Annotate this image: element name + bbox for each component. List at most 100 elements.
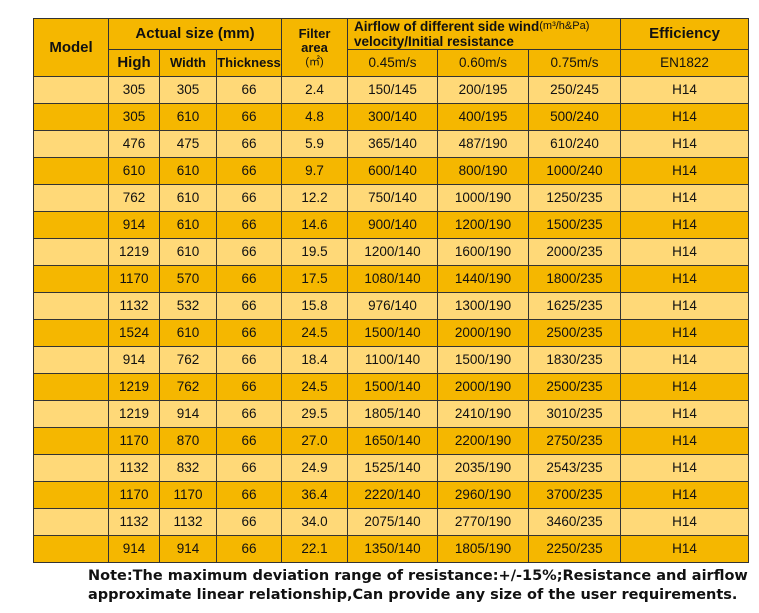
efficiency-cell: H14 [620,346,750,374]
thickness-cell: 66 [215,103,283,131]
high-cell: 762 [108,184,160,212]
model-cell [33,130,109,158]
width-header: Width [159,49,217,77]
airflow-075-cell: 3010/235 [528,400,622,428]
table-row: 914 914 66 22.1 1350/140 1805/190 2250/235 H14 [33,535,750,563]
efficiency-cell: H14 [620,130,750,158]
high-cell: 1170 [108,481,160,509]
table-row: 914 762 66 18.4 1100/140 1500/190 1830/235 H14 [33,346,750,374]
model-header: Model [33,18,109,77]
velocity-3-header: 0.75m/s [528,49,622,77]
width-cell: 610 [159,157,217,185]
high-cell: 610 [108,157,160,185]
area-cell: 29.5 [281,400,349,428]
high-cell: 1170 [108,265,160,293]
area-cell: 24.9 [281,454,349,482]
table-row: 1170 570 66 17.5 1080/140 1440/190 1800/235 H14 [33,265,750,293]
efficiency-cell: H14 [620,400,750,428]
airflow-060-cell: 2200/190 [437,427,530,455]
model-cell [33,103,109,131]
airflow-075-cell: 1250/235 [528,184,622,212]
airflow-060-cell: 1600/190 [437,238,530,266]
airflow-060-cell: 1440/190 [437,265,530,293]
model-cell [33,292,109,320]
efficiency-header: Efficiency [620,18,750,50]
airflow-075-cell: 250/245 [528,76,622,104]
airflow-045-cell: 365/140 [347,130,439,158]
width-cell: 832 [159,454,217,482]
model-cell [33,508,109,536]
airflow-045-cell: 1650/140 [347,427,439,455]
actual-size-header: Actual size (mm) [107,18,283,50]
table-row: 1170 870 66 27.0 1650/140 2200/190 2750/235 H14 [33,427,750,455]
width-cell: 610 [159,184,217,212]
airflow-header: Airflow of different side wind(m³/h&Pa) … [347,18,622,50]
airflow-060-cell: 2035/190 [437,454,530,482]
area-cell: 12.2 [281,184,349,212]
model-cell [33,319,109,347]
airflow-075-cell: 2750/235 [528,427,622,455]
airflow-060-cell: 800/190 [437,157,530,185]
area-cell: 5.9 [281,130,349,158]
table-row: 1132 1132 66 34.0 2075/140 2770/190 3460/235 H1… [33,508,750,536]
thickness-cell: 66 [215,535,283,563]
thickness-cell: 66 [215,373,283,401]
efficiency-cell: H14 [620,481,750,509]
airflow-unit: (m³/h&Pa) [539,20,590,32]
high-cell: 1170 [108,427,160,455]
airflow-060-cell: 1805/190 [437,535,530,563]
table-row: 1524 610 66 24.5 1500/140 2000/190 2500/235 H14 [33,319,750,347]
airflow-title-1: Airflow of different side wind [354,19,540,35]
area-cell: 15.8 [281,292,349,320]
airflow-045-cell: 900/140 [347,211,439,239]
airflow-060-cell: 2770/190 [437,508,530,536]
airflow-045-cell: 1100/140 [347,346,439,374]
airflow-075-cell: 3460/235 [528,508,622,536]
table-row: 1219 762 66 24.5 1500/140 2000/190 2500/235 H14 [33,373,750,401]
airflow-045-cell: 976/140 [347,292,439,320]
high-cell: 914 [108,535,160,563]
width-cell: 762 [159,346,217,374]
filter-area-label-2: area [301,39,328,55]
table-body: 305 305 66 2.4 150/145 200/195 250/245 H14 305 61… [33,76,750,563]
high-cell: 1132 [108,292,160,320]
table-row: 476 475 66 5.9 365/140 487/190 610/240 H14 [33,130,750,158]
airflow-060-cell: 2000/190 [437,373,530,401]
table-row: 762 610 66 12.2 750/140 1000/190 1250/235 H14 [33,184,750,212]
width-cell: 1170 [159,481,217,509]
note-line-1: Note:The maximum deviation range of resi… [88,568,748,584]
width-cell: 1132 [159,508,217,536]
airflow-045-cell: 2075/140 [347,508,439,536]
area-cell: 9.7 [281,157,349,185]
airflow-title-2: velocity/Initial resistance [354,34,514,49]
airflow-075-cell: 2500/235 [528,319,622,347]
model-cell [33,400,109,428]
model-cell [33,427,109,455]
high-cell: 1132 [108,508,160,536]
header-row-1: Model Actual size (mm) Filter area (㎡) A… [33,18,750,77]
airflow-045-cell: 1080/140 [347,265,439,293]
filter-area-header: Filter area (㎡) [281,18,349,77]
width-cell: 870 [159,427,217,455]
table-row: 1132 832 66 24.9 1525/140 2035/190 2543/235 H14 [33,454,750,482]
table-row: 1219 914 66 29.5 1805/140 2410/190 3010/235 H14 [33,400,750,428]
area-cell: 18.4 [281,346,349,374]
airflow-060-cell: 487/190 [437,130,530,158]
standard-header: EN1822 [620,49,750,77]
high-cell: 1219 [108,373,160,401]
width-cell: 532 [159,292,217,320]
thickness-cell: 66 [215,130,283,158]
efficiency-cell: H14 [620,535,750,563]
width-cell: 610 [159,211,217,239]
efficiency-cell: H14 [620,373,750,401]
efficiency-cell: H14 [620,265,750,293]
thickness-cell: 66 [215,508,283,536]
table-row: 610 610 66 9.7 600/140 800/190 1000/240 H14 [33,157,750,185]
width-cell: 610 [159,238,217,266]
area-cell: 24.5 [281,319,349,347]
table-row: 1170 1170 66 36.4 2220/140 2960/190 3700/235 H1… [33,481,750,509]
model-cell [33,346,109,374]
area-cell: 19.5 [281,238,349,266]
note-line-2: approximate linear relationship,Can prov… [88,587,738,603]
efficiency-cell: H14 [620,319,750,347]
